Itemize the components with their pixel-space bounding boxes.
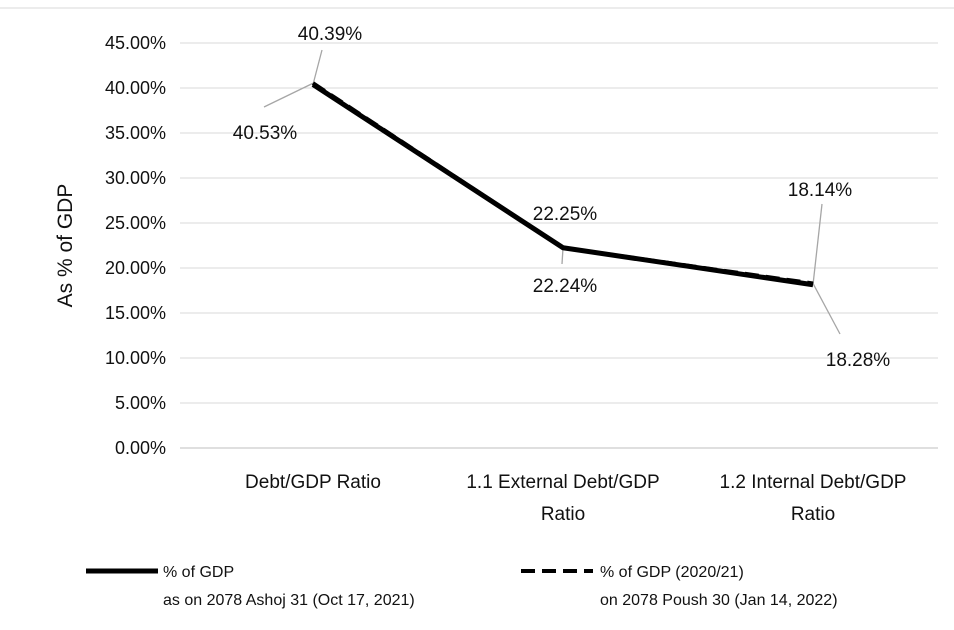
y-tick-label: 40.00%	[105, 78, 166, 98]
y-tick-label: 30.00%	[105, 168, 166, 188]
legend: % of GDP as on 2078 Ashoj 31 (Oct 17, 202…	[86, 564, 838, 609]
data-label: 22.24%	[533, 276, 598, 297]
gridlines	[180, 42, 938, 449]
data-labels: 40.39% 22.25% 18.14% 40.53% 22.24% 18.28%	[233, 24, 891, 371]
y-tick-label: 0.00%	[115, 438, 166, 458]
y-tick-label: 5.00%	[115, 393, 166, 413]
leader-line	[812, 283, 841, 335]
y-tick-label: 25.00%	[105, 213, 166, 233]
y-axis-label: As % of GDP	[54, 184, 77, 308]
legend-label-1: % of GDP	[163, 564, 234, 581]
x-axis-category-labels: Debt/GDP Ratio 1.1 External Debt/GDP Ratio…	[245, 472, 906, 525]
x-category-label: 1.1 External Debt/GDP	[466, 472, 659, 493]
x-category-label: Ratio	[791, 504, 835, 525]
data-label: 18.28%	[826, 350, 891, 371]
y-tick-label: 20.00%	[105, 258, 166, 278]
legend-label-2: % of GDP (2020/21)	[600, 564, 744, 581]
series-lines	[311, 81, 814, 288]
y-axis-tick-labels: 0.00% 5.00% 10.00% 15.00% 20.00% 25.00% 30.00%…	[105, 33, 166, 458]
leader-line	[812, 203, 823, 285]
y-tick-label: 10.00%	[105, 348, 166, 368]
y-tick-label: 15.00%	[105, 303, 166, 323]
leader-line	[312, 49, 323, 85]
series-line-2	[311, 81, 814, 286]
x-category-label: Debt/GDP Ratio	[245, 472, 381, 493]
y-tick-label: 45.00%	[105, 33, 166, 53]
data-label: 22.25%	[533, 204, 598, 225]
leader-line	[263, 82, 314, 108]
legend-label-2: on 2078 Poush 30 (Jan 14, 2022)	[600, 592, 838, 609]
data-label: 40.53%	[233, 123, 298, 144]
x-category-label: 1.2 Internal Debt/GDP	[720, 472, 907, 493]
data-label: 40.39%	[298, 24, 363, 45]
leader-line	[561, 247, 564, 265]
y-tick-label: 35.00%	[105, 123, 166, 143]
data-label: 18.14%	[788, 180, 853, 201]
legend-label-1: as on 2078 Ashoj 31 (Oct 17, 2021)	[163, 592, 415, 609]
data-label-leader-lines	[263, 49, 841, 335]
x-category-label: Ratio	[541, 504, 585, 525]
